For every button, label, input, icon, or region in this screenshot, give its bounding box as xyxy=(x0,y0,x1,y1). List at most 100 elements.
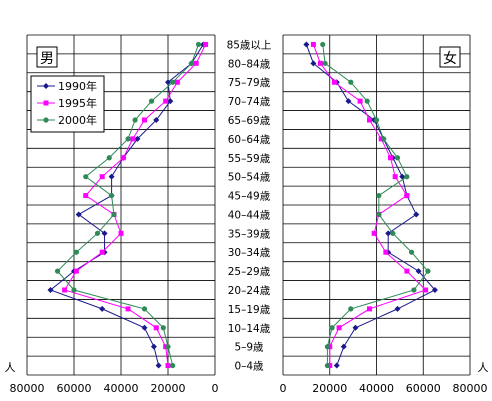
data-point xyxy=(108,173,115,180)
x-tick-label: 20000 xyxy=(151,382,186,395)
series-line xyxy=(305,44,436,366)
panel-title: 男 xyxy=(40,51,54,67)
data-point xyxy=(83,193,89,199)
data-point xyxy=(118,230,124,236)
data-point xyxy=(101,230,108,237)
age-group-label: 0–4歳 xyxy=(234,361,264,373)
data-point xyxy=(203,41,209,47)
data-point xyxy=(165,344,171,350)
series-line xyxy=(56,44,200,366)
data-point xyxy=(73,249,79,255)
unit-label: 人 xyxy=(5,361,16,374)
data-point xyxy=(125,136,131,142)
data-point xyxy=(167,98,174,105)
data-point xyxy=(111,211,117,218)
data-point xyxy=(141,306,148,312)
data-point xyxy=(160,325,166,331)
data-point xyxy=(376,192,382,199)
data-point xyxy=(54,268,61,274)
legend: 1990年 1995年 2000年 xyxy=(30,75,105,133)
data-point xyxy=(404,193,410,199)
data-point xyxy=(366,306,372,312)
legend-label: 1995年 xyxy=(58,96,97,110)
data-point xyxy=(141,324,148,331)
x-tick-label: 80000 xyxy=(10,382,45,395)
data-point xyxy=(94,230,101,236)
data-point xyxy=(170,362,176,369)
data-point xyxy=(404,174,410,180)
age-group-label: 5–9歳 xyxy=(234,342,264,354)
panel-title-box xyxy=(36,46,58,68)
data-point xyxy=(399,173,406,180)
data-point xyxy=(142,117,147,123)
series-line xyxy=(312,44,427,366)
series-line xyxy=(63,44,207,366)
data-point xyxy=(83,174,89,180)
x-tick-label: 20000 xyxy=(312,382,347,395)
age-group-label: 35–39歳 xyxy=(228,228,271,240)
data-point xyxy=(324,344,331,350)
data-point xyxy=(62,287,68,293)
data-point xyxy=(348,306,354,312)
data-point xyxy=(165,363,171,369)
panel-title-box xyxy=(439,46,461,68)
data-point xyxy=(320,41,326,48)
data-point xyxy=(75,211,82,218)
data-point xyxy=(71,287,77,293)
data-point xyxy=(366,117,372,123)
data-point xyxy=(415,268,422,275)
legend-label: 2000年 xyxy=(58,113,97,127)
data-point xyxy=(165,79,171,86)
unit-label: 人 xyxy=(478,361,489,374)
data-point xyxy=(336,325,342,331)
age-group-label: 15–19歳 xyxy=(228,304,271,316)
data-point xyxy=(120,155,126,161)
data-point xyxy=(310,41,316,47)
data-point xyxy=(134,135,141,142)
data-point xyxy=(193,60,199,66)
age-group-label: 25–29歳 xyxy=(228,266,271,278)
data-point xyxy=(324,362,331,369)
data-point xyxy=(130,136,136,142)
data-point xyxy=(195,41,202,48)
data-point xyxy=(188,60,195,66)
data-point xyxy=(423,287,429,293)
age-group-label: 65–69歳 xyxy=(228,115,271,127)
data-point xyxy=(99,249,105,255)
panel-title: 女 xyxy=(443,50,457,67)
data-point xyxy=(376,211,382,218)
data-point xyxy=(364,98,370,104)
data-point xyxy=(383,249,389,255)
data-point xyxy=(388,155,394,161)
data-point xyxy=(413,211,420,218)
age-group-label: 70–74歳 xyxy=(228,96,271,108)
legend-swatch-marker xyxy=(43,117,49,123)
data-point xyxy=(371,230,377,236)
data-point xyxy=(148,98,155,104)
data-point xyxy=(99,174,105,180)
data-point xyxy=(345,98,352,105)
data-point xyxy=(47,287,54,293)
data-point xyxy=(125,306,131,312)
series-3-right xyxy=(320,41,431,369)
data-point xyxy=(394,155,401,161)
panel-right: 0 20000 40000 60000 80000 人 女 xyxy=(280,34,489,395)
data-point xyxy=(380,136,387,142)
data-point xyxy=(99,305,106,312)
age-group-label: 85歳以上 xyxy=(227,39,272,51)
data-point xyxy=(310,60,317,67)
data-point xyxy=(132,117,138,123)
age-group-label: 75–79歳 xyxy=(228,77,271,89)
data-point xyxy=(357,98,363,104)
age-group-label: 60–64歳 xyxy=(228,134,271,146)
age-group-label: 55–59歳 xyxy=(228,153,271,165)
data-point xyxy=(352,324,359,331)
data-point xyxy=(109,192,115,199)
x-tick-label: 0 xyxy=(280,382,287,395)
data-point xyxy=(404,268,410,274)
data-point xyxy=(329,325,335,331)
data-point xyxy=(153,117,160,123)
data-point xyxy=(411,287,417,293)
x-tick-label: 0 xyxy=(212,382,219,395)
data-point xyxy=(174,79,180,85)
